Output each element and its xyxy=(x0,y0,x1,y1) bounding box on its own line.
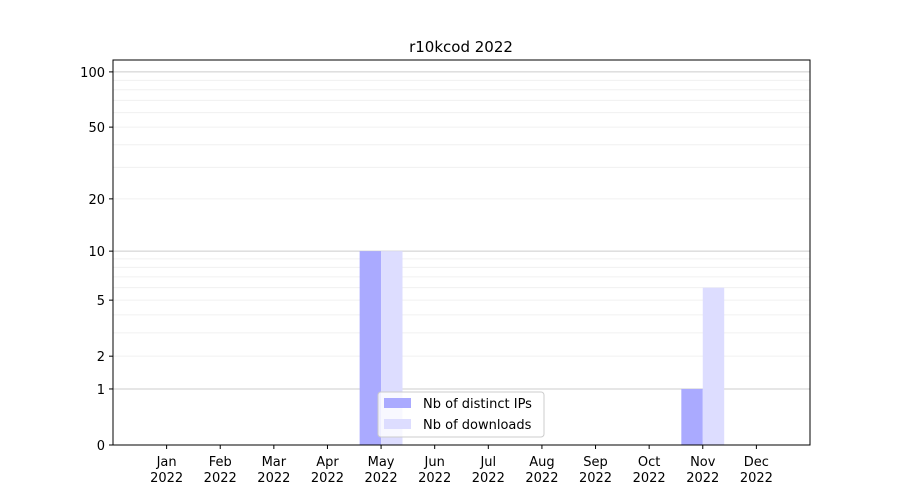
x-tick-label: Jul 2022 xyxy=(472,455,505,486)
x-tick-label: Aug 2022 xyxy=(525,455,558,486)
chart-title: r10kcod 2022 xyxy=(409,38,513,56)
legend-swatch xyxy=(384,419,411,429)
x-tick-label: Mar 2022 xyxy=(257,455,290,486)
legend-label: Nb of distinct IPs xyxy=(423,397,532,412)
legend-swatch xyxy=(384,398,411,408)
bar-1-10 xyxy=(702,287,725,445)
x-tick-label: Nov 2022 xyxy=(686,455,719,486)
x-tick-label: Oct 2022 xyxy=(633,455,666,486)
y-tick-label: 1 xyxy=(97,383,105,398)
y-tick-label: 2 xyxy=(97,350,105,365)
x-tick-label: Sep 2022 xyxy=(579,455,612,486)
y-tick-label: 5 xyxy=(97,294,105,309)
x-tick-label: Feb 2022 xyxy=(204,455,237,486)
y-tick-label: 100 xyxy=(80,66,105,81)
x-tick-label: May 2022 xyxy=(365,455,398,486)
legend-label: Nb of downloads xyxy=(423,418,532,433)
y-tick-label: 10 xyxy=(88,245,105,260)
x-tick-label: Jun 2022 xyxy=(418,455,451,486)
y-tick-label: 0 xyxy=(97,439,105,454)
plot-frame xyxy=(112,59,811,446)
y-tick-label: 20 xyxy=(88,193,105,208)
y-tick-label: 50 xyxy=(88,121,105,136)
x-tick-label: Apr 2022 xyxy=(311,455,344,486)
x-tick-label: Jan 2022 xyxy=(150,455,183,486)
bar-0-4 xyxy=(359,251,382,445)
legend xyxy=(377,391,545,438)
bar-0-10 xyxy=(681,388,703,445)
x-tick-label: Dec 2022 xyxy=(740,455,773,486)
